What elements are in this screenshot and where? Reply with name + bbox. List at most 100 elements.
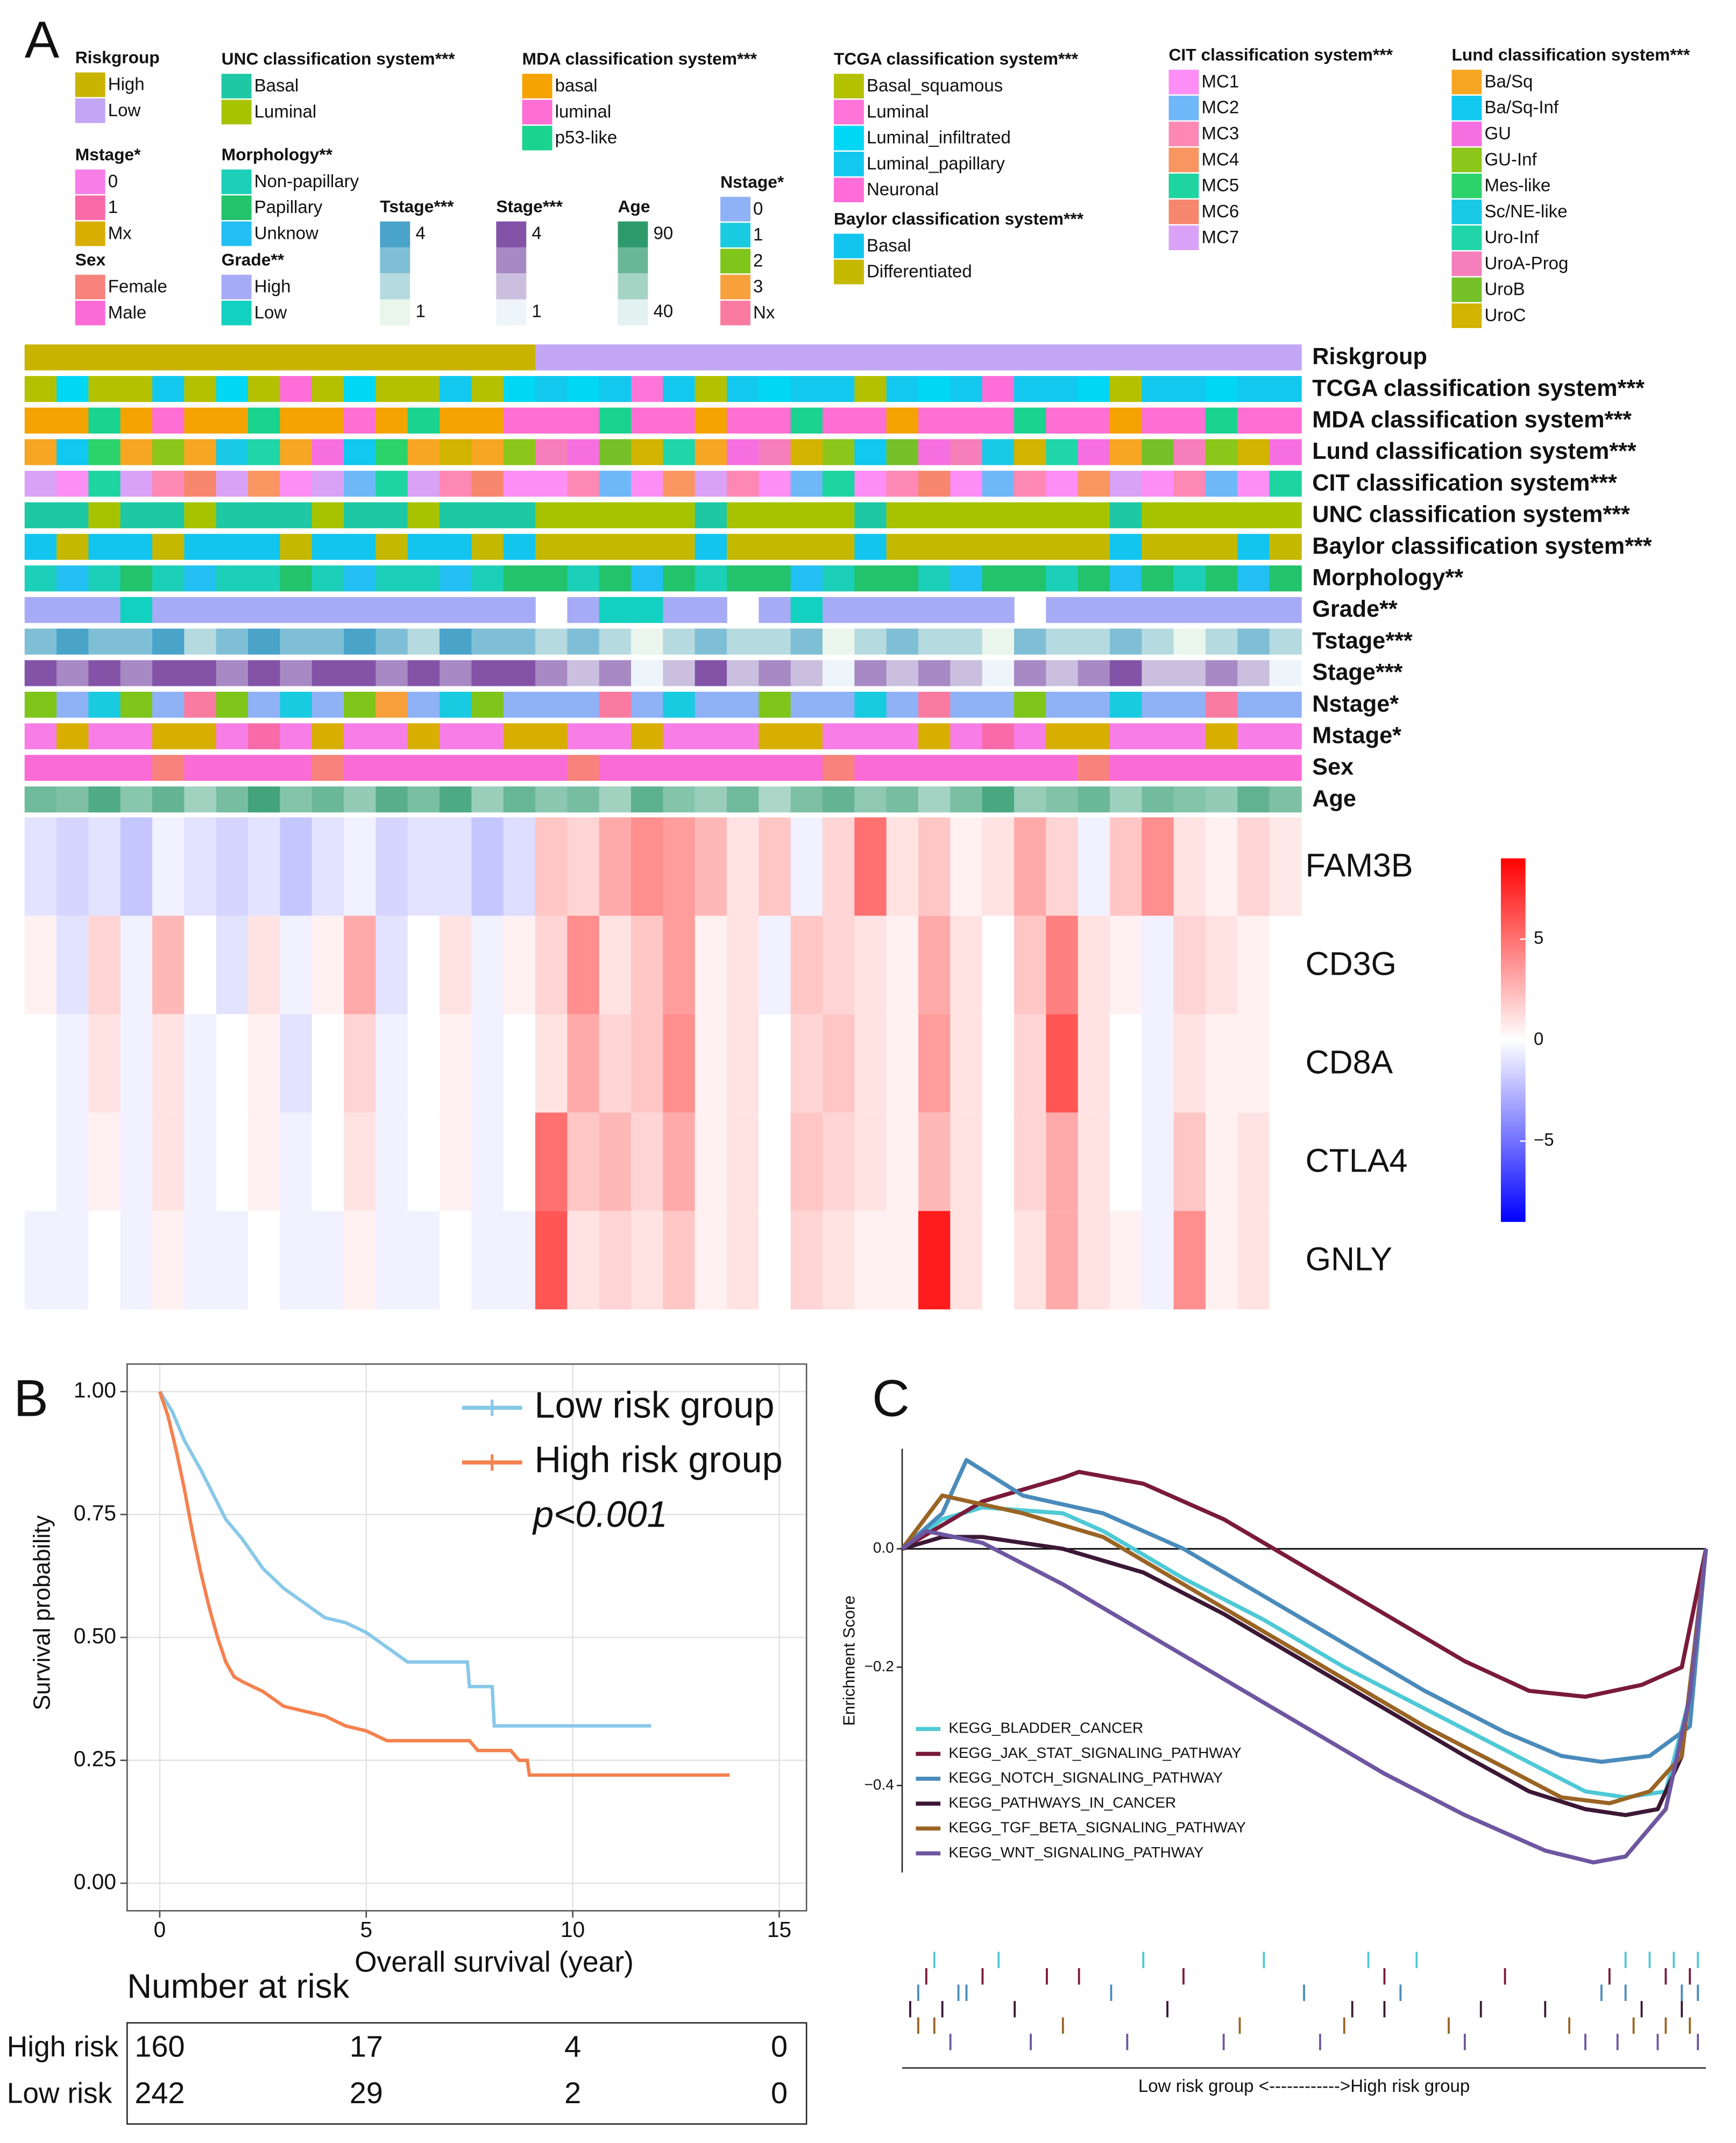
heatmap-cell: [599, 916, 632, 1014]
annotation-cell: [503, 755, 536, 781]
heatmap-cell: [759, 916, 791, 1014]
annotation-cell: [759, 660, 791, 686]
y-tick-label: 0.50: [74, 1623, 116, 1648]
legend-swatch: [380, 221, 410, 247]
annotation-cell: [1173, 407, 1206, 434]
x-tick-label: 15: [767, 1917, 791, 1942]
heatmap-cell: [471, 1211, 504, 1310]
annotation-cell: [1142, 597, 1174, 623]
annotation-cell: [535, 628, 568, 655]
annotation-cell: [248, 628, 281, 655]
heatmap-cell: [1205, 916, 1238, 1014]
legend-swatch: [618, 299, 648, 325]
annotation-cell: [759, 691, 791, 718]
track-label: Baylor classification system***: [1312, 533, 1652, 559]
annotation-cell: [631, 376, 664, 402]
legend-label: KEGG_NOTCH_SIGNALING_PATHWAY: [948, 1769, 1223, 1786]
heatmap-cell: [1205, 1211, 1238, 1310]
annotation-cell: [344, 628, 377, 655]
legend-swatch: [1451, 69, 1482, 95]
annotation-cell: [950, 628, 983, 655]
annotation-cell: [120, 376, 153, 402]
annotation-cell: [88, 344, 121, 371]
legend-label: Basal: [867, 235, 911, 255]
annotation-cell: [56, 786, 89, 813]
annotation-cell: [248, 660, 281, 686]
annotation-cell: [823, 755, 855, 781]
annotation-cell: [1237, 376, 1270, 402]
annotation-cell: [248, 534, 281, 560]
annotation-cell: [1014, 786, 1047, 813]
annotation-cell: [759, 565, 791, 592]
annotation-cell: [567, 439, 600, 465]
heatmap-cell: [1237, 1014, 1270, 1113]
annotation-cell: [311, 691, 344, 718]
annotation-cell: [535, 471, 568, 497]
annotation-cell: [982, 628, 1015, 655]
annotation-cell: [631, 407, 664, 434]
annotation-cell: [280, 565, 313, 592]
annotation-cell: [886, 439, 919, 465]
annotation-cell: [1142, 502, 1174, 529]
heatmap-cell: [631, 1112, 664, 1211]
heatmap-cell: [1109, 1211, 1143, 1310]
annotation-cell: [375, 502, 408, 529]
heatmap-cell: [248, 1014, 281, 1113]
annotation-cell: [695, 755, 727, 781]
legend-swatch: [833, 74, 864, 98]
annotation-cell: [88, 755, 121, 781]
annotation-cell: [407, 407, 440, 434]
annotation-cell: [727, 755, 760, 781]
heatmap-cell: [950, 916, 983, 1014]
heatmap-cell: [1269, 817, 1302, 916]
annotation-cell: [1014, 471, 1047, 497]
heatmap-cell: [1269, 1014, 1302, 1113]
annotation-cell: [823, 723, 855, 749]
legend-title: Sex: [75, 250, 106, 269]
annotation-cell: [759, 534, 791, 560]
annotation-cell: [503, 723, 536, 749]
annotation-cell: [918, 691, 951, 718]
annotation-cell: [950, 786, 983, 813]
legend-swatch: [1451, 277, 1482, 302]
annotation-cell: [695, 376, 727, 402]
legend-swatch: [496, 299, 527, 325]
legend-swatch: [720, 223, 750, 247]
annotation-cell: [1237, 628, 1270, 655]
annotation-cell: [248, 344, 281, 371]
annotation-cell: [695, 344, 727, 371]
heatmap-cell: [567, 1211, 600, 1310]
heatmap-cell: [1109, 817, 1143, 916]
annotation-cell: [248, 755, 281, 781]
annotation-cell: [631, 628, 664, 655]
legend-label: MC5: [1201, 175, 1239, 195]
annotation-cell: [120, 344, 153, 371]
heatmap-cell: [216, 817, 249, 916]
annotation-cell: [1205, 660, 1238, 686]
heatmap-cell: [1109, 1112, 1143, 1211]
annotation-cell: [280, 534, 313, 560]
annotation-cell: [695, 786, 727, 813]
annotation-cell: [918, 755, 951, 781]
annotation-cell: [120, 534, 153, 560]
legend-swatch: [75, 195, 105, 221]
annotation-cell: [1078, 502, 1110, 529]
annotation-cell: [280, 471, 313, 497]
annotation-cell: [1142, 723, 1174, 749]
annotation-cell: [440, 502, 472, 529]
track-label: TCGA classification system***: [1312, 375, 1645, 401]
annotation-cell: [1014, 534, 1047, 560]
annotation-cell: [344, 534, 377, 560]
annotation-cell: [663, 786, 696, 813]
annotation-cell: [216, 786, 249, 813]
annotation-cell: [1237, 786, 1270, 813]
annotation-cell: [184, 344, 217, 371]
panel-label: B: [13, 1370, 48, 1428]
annotation-cell: [311, 344, 344, 371]
legend-label: High: [254, 276, 291, 296]
annotation-cell: [886, 691, 919, 718]
annotation-cell: [440, 565, 472, 592]
annotation-cell: [1173, 755, 1206, 781]
heatmap-cell: [248, 817, 281, 916]
annotation-cell: [184, 691, 217, 718]
